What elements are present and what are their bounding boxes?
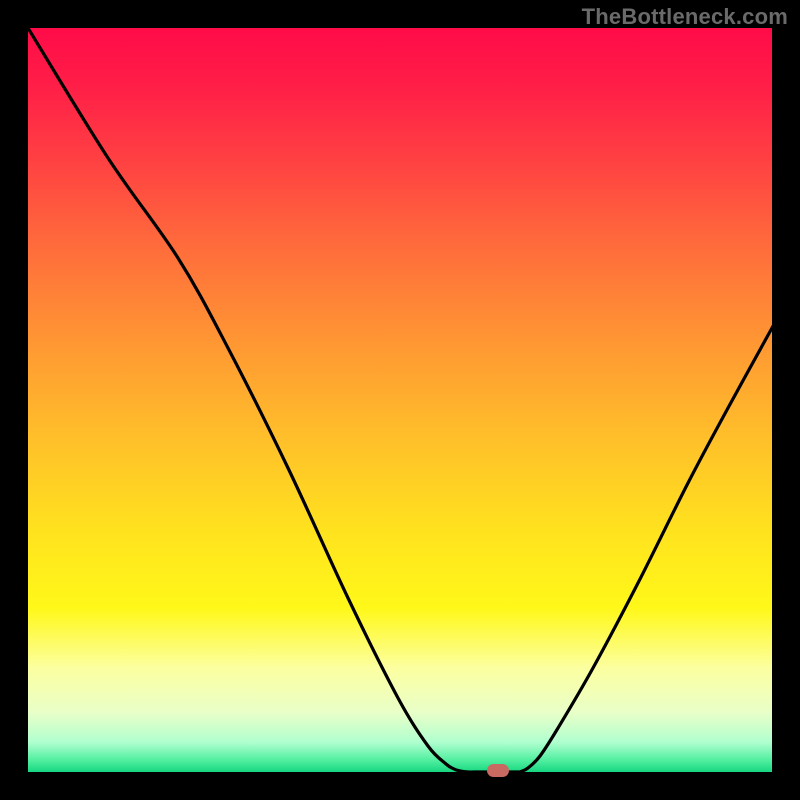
plot-area <box>28 28 772 772</box>
bottleneck-curve <box>28 28 772 772</box>
attribution-text: TheBottleneck.com <box>582 4 788 30</box>
minimum-marker <box>487 764 509 777</box>
chart-frame: TheBottleneck.com <box>0 0 800 800</box>
